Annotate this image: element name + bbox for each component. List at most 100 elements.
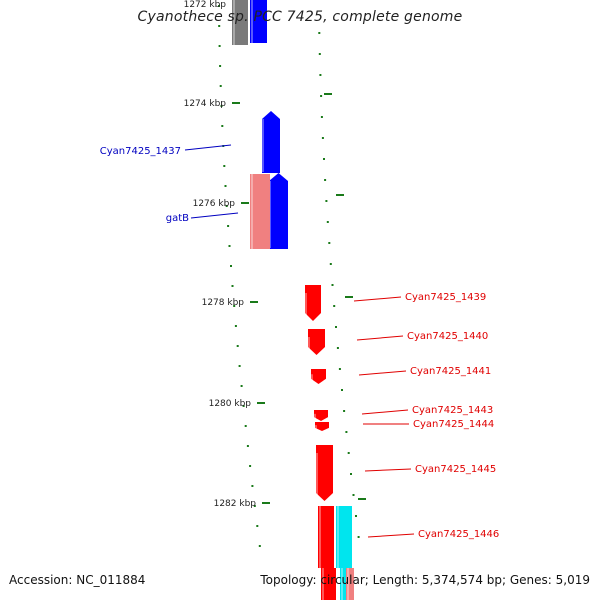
gene-label-cyan7425-1440: Cyan7425_1440 [407,331,488,342]
feature-gatB [269,173,288,249]
track-dash [358,498,366,500]
track-dot [221,125,224,127]
track-dot [225,205,228,207]
tick-mark [250,301,258,303]
gene-label-cyan7425-1446-leader [367,533,415,538]
gene-label-cyan7425-1443-leader [361,409,409,415]
track-dot [230,265,232,267]
tick-mark [262,502,270,504]
gene-labels: Cyan7425_1437 gatB Cyan7425_1439 Cyan7425_1… [100,144,499,540]
feature-bottom-minus [321,568,336,600]
feature-other-lower [340,568,346,600]
gene-label-cyan7425-1439: Cyan7425_1439 [405,292,486,303]
track-dot [256,525,259,527]
track-dot [218,25,221,27]
track-dot [220,105,223,107]
track-dot [326,221,329,223]
track-dot [350,473,352,475]
track-dot [238,365,241,367]
track-dash [345,296,353,298]
kbp-ruler: 1272 kbp 1274 kbp 1276 kbp 1278 kbp 1280 kbp… [184,0,270,509]
track-dot [218,45,221,47]
feature-cyan7425-1446 [318,506,334,568]
track-dot [319,74,322,76]
gene-label-cyan7425-1441-leader [358,370,407,376]
track-dot [338,368,341,370]
feature-cyan7425-1440 [308,329,325,355]
track-dot [242,405,245,407]
gene-label-cyan7425-1437-leader [184,144,232,151]
track-dot [219,65,222,67]
track-dot [335,326,337,328]
track-dot [357,536,360,538]
track-dot [352,494,355,496]
track-dot [219,85,222,87]
track-dot [323,158,325,160]
track-dot [240,385,243,387]
gene-label-cyan7425-1445-leader [364,468,412,472]
tick-mark [232,102,240,104]
track-dot [246,445,249,447]
gene-label-cyan7425-1445: Cyan7425_1445 [415,464,496,475]
track-dash [324,93,332,95]
track-dot [233,305,236,307]
tick-label: 1280 kbp [209,399,252,409]
tick-label: 1272 kbp [184,0,227,10]
feature-cyan7425-1445 [316,445,333,501]
track-dot [343,410,346,412]
tick-mark [257,402,265,404]
feature-cyan7425-1444 [315,422,329,431]
track-guide-dots [218,5,366,547]
track-dot [318,32,321,34]
track-dot [331,284,334,286]
tick-label: 1276 kbp [193,199,236,209]
track-dash [336,194,344,196]
gene-label-cyan7425-1443: Cyan7425_1443 [412,405,493,416]
track-dot [329,263,332,265]
genome-title: Cyanothece sp. PCC 7425, complete genome [137,9,463,25]
feature-cyan7425-1443 [314,410,328,421]
track-dot [253,505,256,507]
track-dot [258,545,261,547]
track-dot [223,165,226,167]
track-dot [251,485,254,487]
track-dot [234,325,237,327]
gene-label-cyan7425-1446: Cyan7425_1446 [418,529,499,540]
track-dot [227,225,230,227]
track-dot [341,389,343,391]
feature-neighbor-plus [250,0,267,43]
gene-label-cyan7425-1440-leader [356,335,404,341]
gene-label-cyan7425-1439-leader [353,296,402,302]
feature-bottom-rna [346,568,354,600]
track-dot [231,285,234,287]
gene-label-gatb: gatB [166,213,189,224]
track-dot [336,347,339,349]
genome-summary: Topology: circular; Length: 5,374,574 bp… [260,573,590,587]
gene-label-cyan7425-1437: Cyan7425_1437 [100,146,181,157]
track-dot [236,345,239,347]
feature-cyan7425-1437 [262,111,280,173]
feature-cyan7425-1439 [305,285,321,321]
track-dot [320,95,323,97]
gene-features [232,0,354,600]
track-dot [347,452,350,454]
tick-label: 1282 kbp [214,499,257,509]
tick-label: 1278 kbp [202,298,245,308]
track-dot [320,116,323,118]
track-dot [249,465,252,467]
tick-label: 1274 kbp [184,99,227,109]
track-dot [345,431,348,433]
gene-label-cyan7425-1441: Cyan7425_1441 [410,366,491,377]
track-dot [228,245,231,247]
track-dot [244,425,247,427]
tick-mark [241,202,249,204]
track-dot [218,5,220,7]
track-dot [325,200,328,202]
track-dot [328,242,331,244]
feature-rna [250,174,270,249]
track-dot [324,179,327,181]
track-dot [321,137,324,139]
feature-neighbor [232,0,248,45]
